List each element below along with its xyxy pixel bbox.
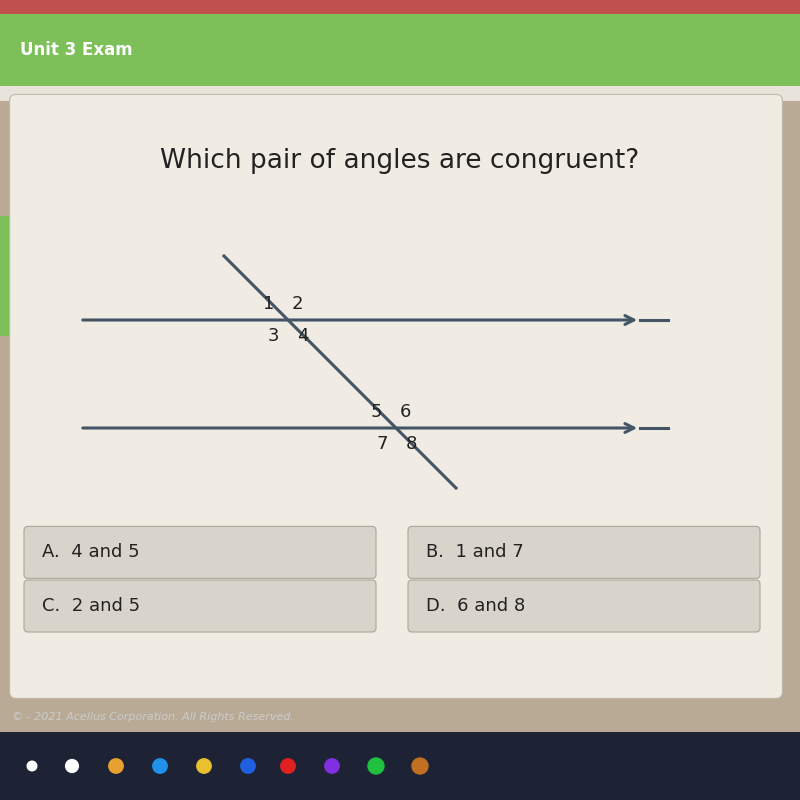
Text: C.  2 and 5: C. 2 and 5 — [42, 597, 141, 615]
Text: 1: 1 — [263, 295, 274, 313]
Text: D.  6 and 8: D. 6 and 8 — [426, 597, 526, 615]
Text: 6: 6 — [400, 403, 411, 421]
Circle shape — [153, 758, 167, 773]
Text: 8: 8 — [406, 435, 417, 453]
Text: B.  1 and 7: B. 1 and 7 — [426, 543, 524, 562]
Text: 4: 4 — [298, 327, 309, 345]
Circle shape — [325, 758, 339, 773]
Text: 2: 2 — [292, 295, 303, 313]
Circle shape — [109, 758, 123, 773]
Text: Which pair of angles are congruent?: Which pair of angles are congruent? — [160, 148, 640, 174]
Bar — [0, 86, 800, 101]
FancyBboxPatch shape — [24, 580, 376, 632]
Bar — [0, 732, 800, 800]
Text: Unit 3 Exam: Unit 3 Exam — [20, 42, 133, 59]
Bar — [0, 0, 800, 14]
FancyBboxPatch shape — [408, 580, 760, 632]
Circle shape — [66, 760, 78, 773]
Text: 3: 3 — [268, 327, 280, 345]
Circle shape — [241, 758, 255, 773]
FancyBboxPatch shape — [10, 94, 782, 698]
Circle shape — [281, 758, 295, 773]
Circle shape — [412, 758, 428, 774]
Text: © - 2021 Acellus Corporation. All Rights Reserved.: © - 2021 Acellus Corporation. All Rights… — [12, 712, 294, 722]
FancyBboxPatch shape — [408, 526, 760, 578]
Circle shape — [368, 758, 384, 774]
Bar — [0, 14, 800, 86]
FancyBboxPatch shape — [24, 526, 376, 578]
Bar — [0, 216, 10, 336]
Text: 7: 7 — [376, 435, 388, 453]
Circle shape — [27, 762, 37, 771]
Circle shape — [197, 758, 211, 773]
Text: A.  4 and 5: A. 4 and 5 — [42, 543, 140, 562]
Text: 5: 5 — [371, 403, 382, 421]
